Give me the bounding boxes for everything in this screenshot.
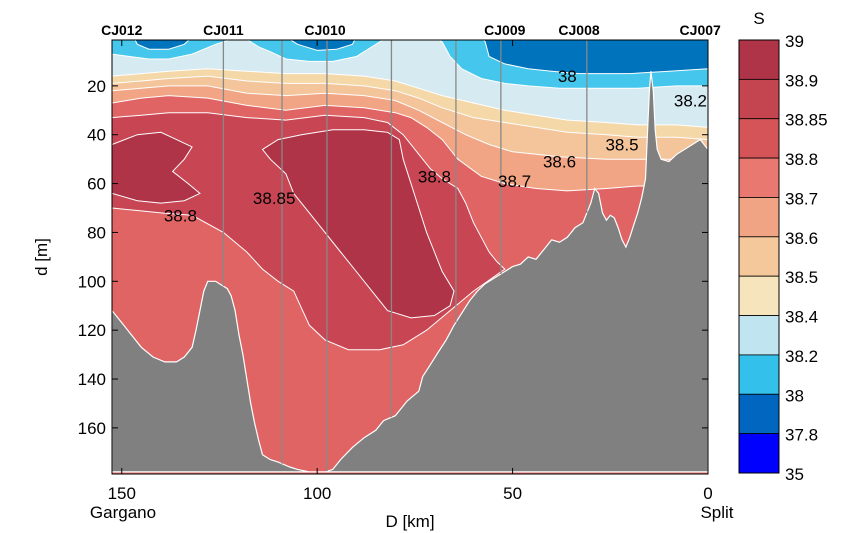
y-tick-label: 60 [87, 175, 106, 194]
contour-label: 38.8 [418, 167, 451, 186]
y-tick-label: 40 [87, 126, 106, 145]
station-label: CJ010 [304, 22, 345, 38]
colorbar-tick-label: 38.9 [785, 71, 818, 90]
colorbar-tick-label: 38 [785, 386, 804, 405]
colorbar-tick-label: 38.4 [785, 308, 818, 327]
station-label: CJ012 [101, 22, 142, 38]
plot-area [112, 40, 708, 474]
colorbar-tick-label: 38.5 [785, 268, 818, 287]
y-tick-label: 80 [87, 223, 106, 242]
colorbar-swatch [738, 197, 780, 238]
colorbar-frame [738, 39, 780, 474]
contour-labels: 38 38.2 38.5 38.6 38.7 38.8 38.85 38.8 [164, 67, 707, 225]
x-tick-label: 0 [703, 484, 712, 503]
station-label: CJ009 [484, 22, 525, 38]
cast-lines [222, 40, 588, 472]
colorbar: S 39 38.9 38.85 38.8 38.7 38.6 38.5 38.4 38.2 38 3… [738, 9, 828, 484]
station-label: CJ011 [203, 22, 244, 38]
y-tick-label: 140 [78, 370, 106, 389]
y-axis-label: d [m] [32, 238, 51, 276]
station-label: CJ007 [680, 22, 721, 38]
station-labels: CJ012 CJ011 CJ010 CJ009 CJ008 CJ007 [101, 22, 721, 38]
colorbar-tick-label: 39 [785, 32, 804, 51]
colorbar-tick-label: 38.8 [785, 150, 818, 169]
colorbar-title: S [753, 9, 764, 28]
colorbar-tick-label: 38.6 [785, 229, 818, 248]
colorbar-tick-label: 38.2 [785, 347, 818, 366]
colorbar-tick-label: 37.8 [785, 426, 818, 445]
contour-label: 38.2 [674, 92, 707, 111]
band-38.85-38.9-west [112, 131, 201, 204]
contour-label: 38.7 [498, 172, 531, 191]
x-axis-label: D [km] [385, 512, 434, 531]
colorbar-swatch [738, 39, 780, 80]
plot-frame [111, 39, 709, 475]
x-end-label-left: Gargano [90, 503, 156, 522]
contour-label: 38.6 [543, 153, 576, 172]
colorbar-swatch [738, 118, 780, 159]
colorbar-tick-label: 38.7 [785, 189, 818, 208]
colorbar-swatch [738, 157, 780, 198]
x-tick-label: 150 [108, 484, 136, 503]
contour-label: 38.5 [605, 135, 638, 154]
colorbar-tick-label: 35 [785, 465, 804, 484]
colorbar-swatch [738, 236, 780, 277]
colorbar-swatch [738, 78, 780, 120]
x-end-label-right: Split [700, 503, 733, 522]
x-tick-label: 50 [503, 484, 522, 503]
x-tick-label: 100 [303, 484, 331, 503]
colorbar-tick-label: 38.85 [785, 111, 828, 130]
colorbar-swatch [738, 354, 780, 395]
colorbar-swatch [738, 275, 780, 316]
x-axis: 150 100 50 0 [108, 40, 713, 503]
y-axis: 20 40 60 80 100 120 140 160 [78, 77, 708, 438]
station-label: CJ008 [558, 22, 599, 38]
contour-label: 38 [558, 67, 577, 86]
y-tick-label: 20 [87, 77, 106, 96]
colorbar-swatch [738, 433, 780, 474]
colorbar-swatch [738, 393, 780, 435]
y-tick-label: 160 [78, 419, 106, 438]
contour-label: 38.85 [253, 189, 296, 208]
y-tick-label: 100 [78, 272, 106, 291]
y-tick-label: 120 [78, 321, 106, 340]
band-38.85-38.9-central [261, 129, 455, 319]
contour-label: 38.8 [164, 206, 197, 225]
bathymetry-seafloor [112, 71, 708, 473]
colorbar-swatch [738, 315, 780, 356]
